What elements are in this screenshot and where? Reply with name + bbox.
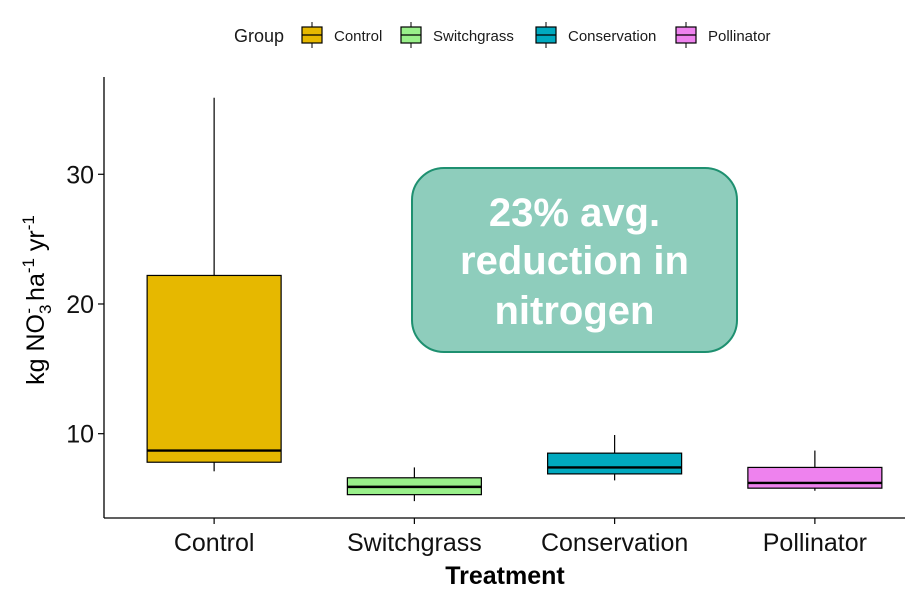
box-pollinator xyxy=(747,450,883,491)
y-axis-ticks: 10 20 30 xyxy=(66,161,104,449)
y-axis-title-superscript: -1 xyxy=(19,258,38,273)
y-tick-label: 10 xyxy=(66,421,94,449)
boxes xyxy=(146,97,883,502)
x-tick-label: Control xyxy=(174,529,255,557)
x-tick-label: Conservation xyxy=(541,529,688,557)
annotation-callout: 23% avg. reduction in nitrogen xyxy=(411,167,738,353)
x-tick-label: Switchgrass xyxy=(347,529,482,557)
legend-label: Conservation xyxy=(568,28,656,45)
legend-entry: Pollinator xyxy=(675,22,771,48)
box-control xyxy=(146,97,282,472)
legend-label: Control xyxy=(334,28,382,45)
y-axis-title-part: kg NO xyxy=(22,314,50,385)
annotation-box xyxy=(411,167,738,353)
legend-entry: Switchgrass xyxy=(400,22,514,48)
box-body xyxy=(146,274,282,463)
legend-title: Group xyxy=(234,26,284,46)
legend: Group Control Switchgrass Conservation Poll… xyxy=(234,22,771,48)
plot-area xyxy=(103,77,905,519)
annotation-line-1: 23% avg. xyxy=(489,191,660,235)
y-axis-title: kg NO3- ha-1 yr-1 xyxy=(19,215,55,385)
box-switchgrass xyxy=(346,467,482,502)
box-body xyxy=(747,466,883,489)
y-axis-title-superscript: - xyxy=(19,308,38,314)
legend-entry: Control xyxy=(301,22,382,48)
annotation-line-3: nitrogen xyxy=(495,289,655,333)
legend-label: Pollinator xyxy=(708,28,771,45)
box-body xyxy=(547,452,683,475)
y-axis-title-subscript: 3 xyxy=(36,305,55,314)
box-conservation xyxy=(547,434,683,481)
y-axis-title-part: yr xyxy=(22,230,50,258)
legend-label: Switchgrass xyxy=(433,28,514,45)
legend-entry: Conservation xyxy=(535,22,656,48)
x-axis-ticks: Control Switchgrass Conservation Pollinator xyxy=(174,518,867,557)
x-tick-label: Pollinator xyxy=(763,529,867,557)
annotation-line-2: reduction in xyxy=(460,239,689,283)
y-axis-title-superscript: -1 xyxy=(19,215,38,230)
y-tick-label: 30 xyxy=(66,161,94,189)
y-tick-label: 20 xyxy=(66,291,94,319)
y-axis-title-part: ha xyxy=(22,273,50,308)
x-axis-title: Treatment xyxy=(445,562,565,590)
